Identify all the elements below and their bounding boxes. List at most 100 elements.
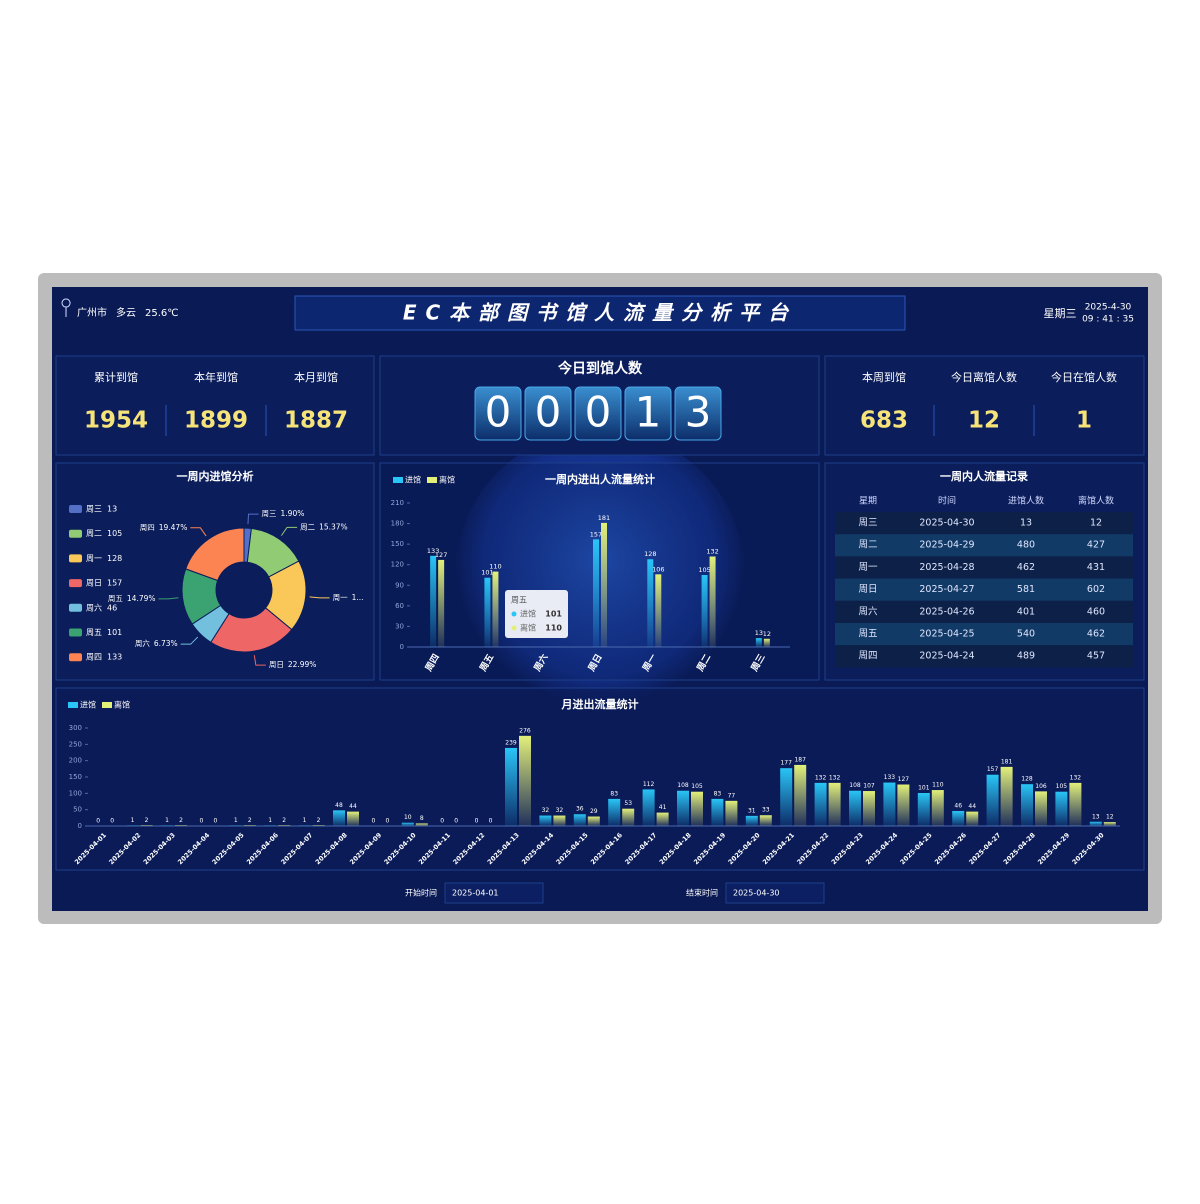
y-tick-label: 150 — [391, 540, 404, 548]
bar-value-label: 276 — [519, 727, 531, 734]
pie-label-name: 周一 — [333, 593, 348, 602]
monthly-title: 月进出流量统计 — [561, 697, 639, 711]
bar — [746, 816, 758, 826]
y-tick-label: 300 — [69, 724, 82, 732]
digit: 1 — [635, 388, 662, 437]
bar-value-label: 128 — [644, 550, 656, 558]
date: 2025-4-30 — [1085, 303, 1132, 313]
bar — [760, 815, 772, 826]
bar — [815, 783, 827, 826]
bar — [764, 639, 770, 647]
bar — [691, 792, 703, 826]
bar — [278, 825, 290, 826]
table-cell: 2025-04-26 — [919, 606, 974, 617]
stat-value: 683 — [860, 408, 908, 434]
legend-name: 周三 — [86, 505, 102, 514]
table-cell: 540 — [1017, 629, 1035, 640]
legend-value: 133 — [107, 653, 122, 662]
legend-swatch — [69, 604, 82, 612]
start-label: 开始时间 — [405, 888, 437, 898]
pie-label-percent: 22.99% — [288, 660, 317, 669]
bar — [987, 775, 999, 826]
pie-label-name: 周二 — [300, 522, 315, 531]
bar-value-label: 31 — [748, 807, 756, 814]
table-header: 离馆人数 — [1078, 495, 1114, 507]
legend-value: 157 — [107, 579, 122, 588]
table-cell: 462 — [1017, 562, 1035, 573]
stat-value: 1899 — [184, 408, 248, 434]
bar-value-label: 0 — [371, 818, 375, 825]
legend-swatch — [69, 579, 82, 587]
bar — [725, 801, 737, 826]
bar — [608, 799, 620, 826]
table-cell: 480 — [1017, 540, 1035, 551]
bar — [492, 572, 498, 647]
legend-name: 周二 — [86, 529, 102, 538]
legend-value: 101 — [107, 628, 122, 637]
table-cell: 周六 — [858, 605, 878, 617]
bar-value-label: 0 — [213, 818, 217, 825]
bar-value-label: 13 — [1092, 813, 1100, 820]
bar — [932, 790, 944, 826]
digit: 3 — [685, 388, 712, 437]
stat-label: 今日在馆人数 — [1051, 370, 1117, 384]
bar — [702, 575, 708, 647]
legend-value: 46 — [107, 603, 117, 612]
bar — [643, 789, 655, 826]
bar-value-label: 1 — [165, 817, 169, 824]
end-value: 2025-04-30 — [733, 889, 780, 898]
bar — [756, 638, 762, 647]
bar — [1001, 767, 1013, 826]
legend-name: 周日 — [86, 579, 102, 588]
tooltip-dot — [512, 626, 517, 631]
legend-swatch — [427, 477, 437, 483]
bar-value-label: 108 — [677, 782, 689, 789]
y-tick-label: 50 — [73, 806, 82, 814]
tooltip-title: 周五 — [511, 596, 527, 605]
y-tick-label: 210 — [391, 499, 404, 507]
table-cell: 602 — [1087, 584, 1105, 595]
bar-value-label: 157 — [590, 530, 602, 538]
bar-value-label: 0 — [475, 818, 479, 825]
digit: 0 — [585, 388, 612, 437]
legend-name: 进馆 — [80, 700, 96, 710]
legend-swatch — [393, 477, 403, 483]
bar — [863, 791, 875, 826]
pie-label-percent: 19.47% — [159, 523, 188, 532]
table-cell: 457 — [1087, 651, 1105, 662]
table-cell: 489 — [1017, 651, 1035, 662]
bar-value-label: 105 — [698, 566, 710, 574]
table-cell: 2025-04-27 — [919, 584, 974, 595]
legend-swatch — [68, 702, 78, 708]
bar-value-label: 0 — [489, 818, 493, 825]
table-cell: 2025-04-24 — [919, 651, 974, 662]
pie-label-percent: 14.79% — [127, 594, 156, 603]
pie-label-percent: 1... — [352, 593, 364, 602]
bar — [1035, 791, 1047, 826]
bar — [484, 578, 490, 647]
table-cell: 431 — [1087, 562, 1105, 573]
bar — [1055, 792, 1067, 826]
weather: 多云 — [116, 306, 136, 319]
tooltip-value: 110 — [545, 624, 562, 633]
table-cell: 460 — [1087, 606, 1105, 617]
table-title: 一周内人流量记录 — [940, 469, 1028, 483]
bar — [1090, 822, 1102, 826]
bar-value-label: 77 — [728, 792, 736, 799]
table-cell: 581 — [1017, 584, 1035, 595]
bar — [677, 791, 689, 826]
bar — [539, 816, 551, 826]
legend-name: 周四 — [86, 653, 102, 662]
bar-value-label: 2 — [179, 817, 183, 824]
bar-value-label: 107 — [863, 783, 875, 790]
table-header: 星期 — [859, 496, 877, 507]
legend-swatch — [69, 653, 82, 661]
stat-label: 今日离馆人数 — [951, 370, 1017, 384]
bar — [574, 814, 586, 826]
bar — [333, 810, 345, 826]
legend-swatch — [69, 629, 82, 637]
y-tick-label: 0 — [400, 643, 404, 651]
stat-label: 本年到馆 — [194, 370, 238, 384]
